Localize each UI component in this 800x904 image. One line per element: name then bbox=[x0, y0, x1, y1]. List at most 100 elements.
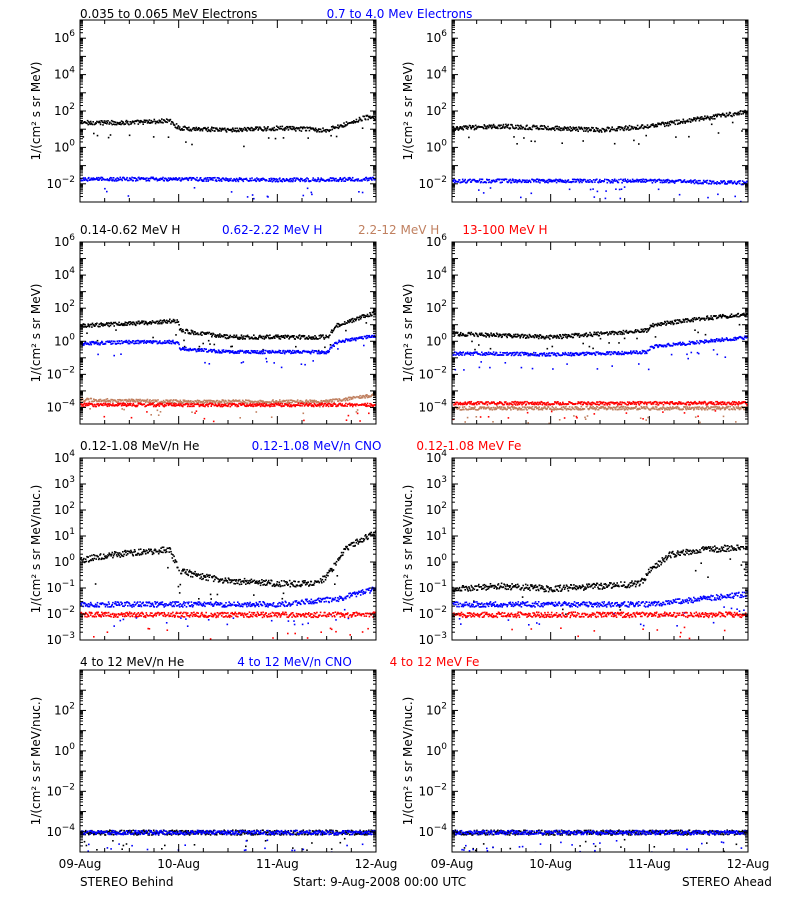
data-point bbox=[239, 417, 241, 419]
data-point bbox=[534, 141, 536, 143]
data-point bbox=[589, 332, 591, 334]
data-point bbox=[699, 120, 701, 122]
data-point bbox=[246, 178, 248, 180]
data-point bbox=[151, 322, 153, 324]
data-point bbox=[601, 131, 603, 133]
data-point bbox=[694, 329, 696, 331]
data-point bbox=[108, 137, 110, 139]
data-point bbox=[280, 403, 282, 405]
data-point bbox=[716, 183, 718, 185]
data-point bbox=[294, 338, 296, 340]
data-point bbox=[682, 321, 684, 323]
data-point bbox=[250, 353, 252, 355]
data-point bbox=[592, 127, 594, 129]
data-point bbox=[207, 177, 209, 179]
data-point bbox=[349, 399, 351, 401]
data-point bbox=[694, 317, 696, 319]
data-point bbox=[199, 179, 201, 181]
data-point bbox=[515, 125, 517, 127]
data-point bbox=[624, 128, 626, 130]
y-tick-label: 102 bbox=[54, 102, 75, 118]
data-point bbox=[558, 336, 560, 338]
data-point bbox=[673, 122, 675, 124]
data-point bbox=[162, 403, 164, 405]
data-point bbox=[246, 130, 248, 132]
data-point bbox=[348, 415, 350, 417]
data-point bbox=[317, 353, 319, 355]
data-point bbox=[301, 405, 303, 407]
data-point bbox=[279, 177, 281, 179]
data-point bbox=[192, 330, 194, 332]
data-point bbox=[288, 400, 290, 402]
data-point bbox=[530, 182, 532, 184]
y-tick-exponent: 4 bbox=[69, 266, 75, 276]
data-point bbox=[605, 190, 607, 192]
data-point bbox=[221, 401, 223, 403]
data-point bbox=[332, 405, 334, 407]
data-point bbox=[110, 134, 112, 136]
data-point bbox=[707, 315, 709, 317]
data-point bbox=[315, 337, 317, 339]
data-point bbox=[547, 126, 549, 128]
data-point bbox=[627, 179, 629, 181]
data-point bbox=[598, 182, 600, 184]
data-point bbox=[482, 179, 484, 181]
data-point bbox=[620, 333, 622, 335]
data-point bbox=[464, 179, 466, 181]
data-point bbox=[129, 135, 131, 137]
data-point bbox=[168, 320, 170, 322]
data-point bbox=[642, 124, 644, 126]
data-point bbox=[519, 128, 521, 130]
data-point bbox=[366, 177, 368, 179]
data-point bbox=[86, 332, 88, 334]
data-point bbox=[594, 332, 596, 334]
data-point bbox=[516, 143, 518, 145]
data-point bbox=[522, 127, 524, 129]
data-point bbox=[132, 324, 134, 326]
data-point bbox=[238, 131, 240, 133]
data-point bbox=[307, 178, 309, 180]
data-point bbox=[531, 140, 533, 142]
data-point bbox=[266, 129, 268, 131]
y-tick-label: 104 bbox=[426, 66, 447, 82]
data-point bbox=[96, 177, 98, 179]
data-point bbox=[490, 126, 492, 128]
data-point bbox=[525, 129, 527, 131]
plot-data bbox=[80, 115, 378, 200]
y-tick-label: 100 bbox=[54, 138, 75, 154]
data-point bbox=[351, 322, 353, 324]
data-point bbox=[231, 131, 233, 133]
data-point bbox=[115, 329, 117, 331]
data-point bbox=[343, 122, 345, 124]
y-tick-label: 10−4 bbox=[46, 398, 75, 414]
data-point bbox=[91, 398, 93, 400]
data-point bbox=[614, 179, 616, 181]
data-point bbox=[362, 397, 364, 399]
data-point bbox=[233, 335, 235, 337]
data-point bbox=[139, 399, 141, 401]
data-point bbox=[202, 404, 204, 406]
data-point bbox=[199, 346, 201, 348]
data-point bbox=[642, 329, 644, 331]
data-point bbox=[348, 339, 350, 341]
data-point bbox=[136, 343, 138, 345]
data-point bbox=[338, 400, 340, 402]
data-point bbox=[676, 120, 678, 122]
data-point bbox=[308, 335, 310, 337]
data-point bbox=[196, 351, 198, 353]
y-tick-base: 10 bbox=[54, 31, 69, 45]
data-point bbox=[320, 400, 322, 402]
data-point bbox=[174, 320, 176, 322]
y-tick-label: 106 bbox=[54, 29, 75, 45]
data-point bbox=[467, 128, 469, 130]
data-point bbox=[210, 349, 212, 351]
data-point bbox=[102, 124, 104, 126]
data-point bbox=[283, 335, 285, 337]
data-point bbox=[97, 340, 99, 342]
data-point bbox=[243, 146, 245, 148]
data-point bbox=[118, 342, 120, 344]
data-point bbox=[553, 128, 555, 130]
data-point bbox=[247, 402, 249, 404]
data-point bbox=[679, 319, 681, 321]
data-point bbox=[188, 127, 190, 129]
